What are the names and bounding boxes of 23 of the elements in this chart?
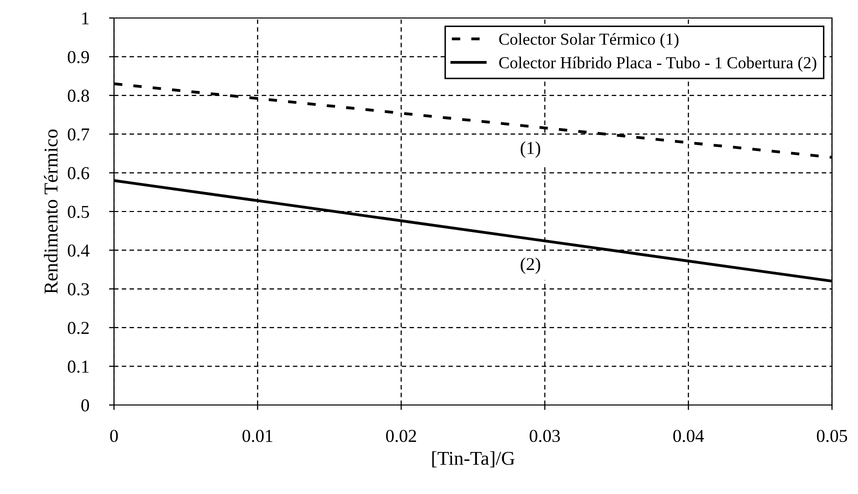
legend-label: Colector Solar Térmico (1) [499, 33, 678, 48]
y-tick-label: 0.8 [68, 90, 90, 102]
annotation: (2) [520, 257, 540, 274]
x-tick-label: 0 [110, 430, 118, 442]
y-tick-label: 0.3 [68, 283, 89, 296]
x-tick-label: 0.05 [816, 430, 848, 442]
y-tick-label: 0.6 [68, 167, 90, 180]
x-tick-label: 0.04 [673, 430, 704, 442]
y-tick-label: 0.9 [68, 50, 89, 64]
legend-label: Colector Híbrido Placa - Tubo - 1 Cobertura (2) [499, 56, 816, 72]
x-tick-label: 0.01 [242, 430, 272, 442]
y-axis-title: Rendimento Térmico [44, 130, 58, 294]
annotation: (1) [520, 141, 540, 158]
x-tick-label: 0.03 [530, 430, 560, 442]
y-tick-label: 0.4 [68, 244, 90, 257]
y-tick-label: 0.1 [68, 360, 89, 373]
y-tick-label: 0.5 [68, 206, 89, 218]
y-tick-label: 0 [81, 399, 90, 412]
x-axis-title: [Tin-Ta]/G [432, 451, 515, 468]
y-tick-label: 0.7 [68, 128, 90, 141]
x-tick-label: 0.02 [386, 430, 416, 442]
y-tick-label: 1 [82, 12, 89, 24]
y-tick-label: 0.2 [68, 322, 89, 334]
